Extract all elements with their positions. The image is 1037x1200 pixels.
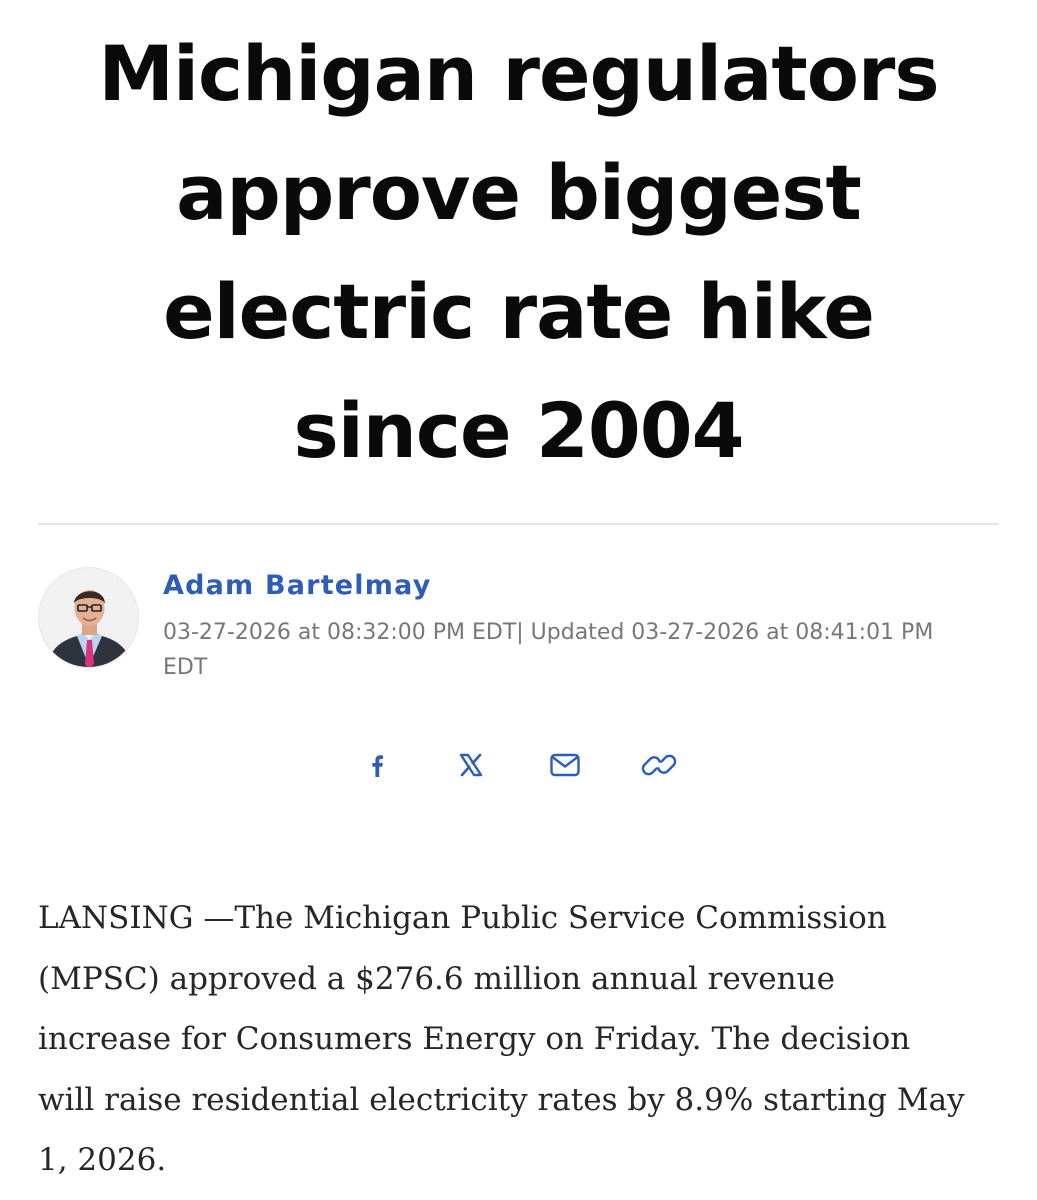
body-line: increase for Consumers Energy on Friday.… [38, 1021, 911, 1057]
email-icon [550, 753, 580, 777]
headline: Michigan regulators approve biggest elec… [0, 14, 1037, 490]
body-line: LANSING —The Michigan Public Service Com… [38, 900, 887, 936]
author-avatar[interactable] [38, 567, 139, 668]
body-line: 1, 2026. [38, 1142, 167, 1178]
x-icon [459, 753, 483, 777]
dateline-line: EDT [163, 655, 208, 680]
headline-line: electric rate hike [163, 267, 875, 356]
headline-line: approve biggest [176, 148, 862, 237]
author-name[interactable]: Adam Bartelmay [163, 570, 432, 601]
body-line: will raise residential electricity rates… [38, 1081, 965, 1118]
headline-line: Michigan regulators [98, 29, 939, 118]
divider [38, 523, 999, 525]
article-body: LANSING —The Michigan Public Service Com… [38, 888, 1003, 1191]
copy-link-button[interactable] [639, 745, 679, 785]
link-icon [641, 754, 677, 776]
body-line: (MPSC) approved a $276.6 million annual … [38, 960, 835, 997]
article-dateline: 03-27-2026 at 08:32:00 PM EDT| Updated 0… [163, 615, 1013, 685]
share-facebook-button[interactable] [357, 745, 397, 785]
author-photo [39, 568, 138, 667]
headline-line: since 2004 [293, 386, 745, 475]
dateline-line: 03-27-2026 at 08:32:00 PM EDT| Updated 0… [163, 620, 934, 645]
share-email-button[interactable] [545, 745, 585, 785]
facebook-icon [372, 755, 383, 777]
share-x-button[interactable] [451, 745, 491, 785]
